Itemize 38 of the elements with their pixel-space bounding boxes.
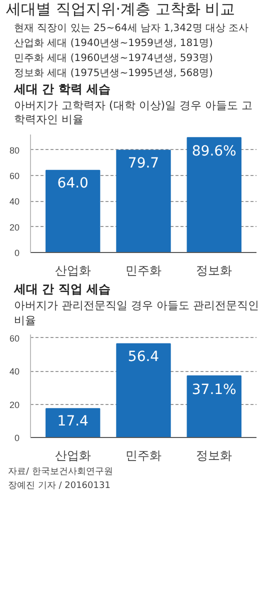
text: 민주화 세대 (1960년생~1974년생, 593명) xyxy=(14,52,213,64)
y-tick-label: 60 xyxy=(9,170,20,181)
chart-subtitle: 아버지가 고학력자 (대학 이상)일 경우 아들도 고학력자인 비율 xyxy=(14,99,254,128)
text: 현재 직장이 있는 25~64세 남자 1,342명 대상 조사 xyxy=(14,22,249,34)
bar xyxy=(116,149,171,252)
x-tick-label: 산업화 xyxy=(54,448,91,462)
y-tick-label: 60 xyxy=(9,333,20,344)
y-tick-label: 40 xyxy=(9,366,20,376)
bar xyxy=(46,170,100,252)
data-label: 56.4 xyxy=(128,348,160,365)
bar xyxy=(116,343,171,438)
x-tick-label: 민주화 xyxy=(126,448,162,462)
data-label: 64.0 xyxy=(57,175,88,192)
text: 정보화 세대 (1975년생~1995년생, 568명) xyxy=(14,66,213,80)
y-tick-label: 0 xyxy=(14,248,20,258)
y-tick-label: 40 xyxy=(9,196,20,206)
text: 자료/ 한국보건사회연구원 xyxy=(8,466,113,479)
data-label: 37.1% xyxy=(192,382,236,398)
x-tick-label: 산업화 xyxy=(54,263,91,278)
text: 세대별 직업지위·계층 고착화 비교 xyxy=(6,0,236,20)
bar xyxy=(46,408,100,438)
y-tick-label: 80 xyxy=(9,145,20,156)
chart-title: 세대 간 직업 세습 xyxy=(14,282,111,298)
y-tick-label: 0 xyxy=(14,432,20,443)
x-tick-label: 정보화 xyxy=(196,448,232,462)
chart-title: 세대 간 학력 세습 xyxy=(14,82,111,98)
y-tick-label: 20 xyxy=(9,400,20,410)
x-tick-label: 민주화 xyxy=(126,263,162,278)
chart-subtitle: 아버지가 관리전문직일 경우 아들도 관리전문직인 비율 xyxy=(14,299,260,328)
text: 장예진 기자 / 20160131 xyxy=(8,480,110,492)
data-label: 79.7 xyxy=(128,154,160,171)
x-tick-label: 정보화 xyxy=(196,263,232,278)
data-label: 17.4 xyxy=(57,413,89,430)
bar xyxy=(186,136,242,252)
data-label: 89.6% xyxy=(192,143,236,160)
y-tick-label: 20 xyxy=(9,222,20,232)
text: 산업화 세대 (1940년생~1959년생, 181명) xyxy=(14,36,213,50)
bar xyxy=(186,375,242,438)
